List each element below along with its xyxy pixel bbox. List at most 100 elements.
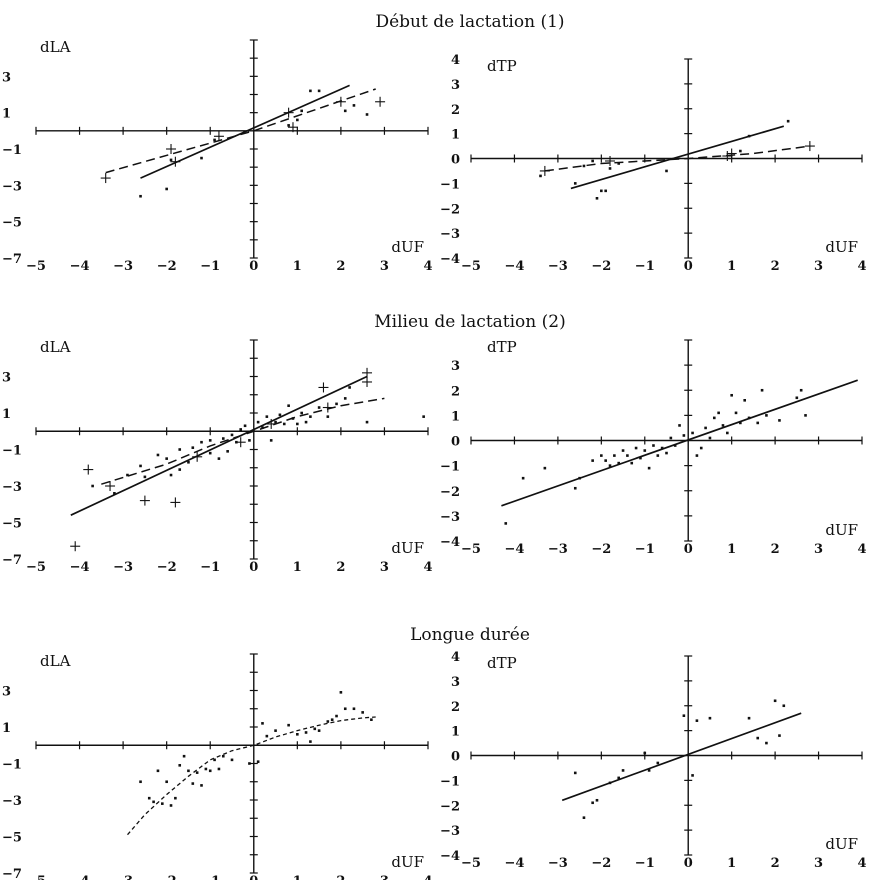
- dot-point: [604, 189, 607, 193]
- dot-point: [799, 388, 803, 392]
- dot-point: [656, 761, 660, 765]
- dot-point: [300, 411, 303, 415]
- x-tick-label: 2: [771, 259, 780, 274]
- plus-point: [100, 173, 111, 184]
- x-tick-label: −4: [504, 259, 524, 274]
- y-tick-label: 1: [2, 721, 11, 736]
- dot-point: [370, 718, 373, 721]
- dot-point: [543, 466, 547, 470]
- fit-line-dashed: [544, 145, 810, 172]
- x-tick-label: 3: [380, 874, 389, 880]
- x-tick-label: 2: [336, 874, 345, 880]
- dot-point: [278, 413, 282, 417]
- x-tick-label: −1: [635, 856, 655, 871]
- y-tick-label: 3: [2, 685, 11, 700]
- dot-point: [213, 758, 216, 762]
- dot-point: [147, 796, 151, 800]
- x-tick-label: −4: [504, 856, 524, 871]
- dot-point: [313, 727, 317, 731]
- dot-point: [248, 439, 251, 442]
- dot-point: [317, 89, 321, 93]
- x-tick-label: −2: [591, 856, 611, 871]
- dot-point: [195, 771, 199, 774]
- dot-point: [169, 473, 173, 477]
- dot-point: [256, 420, 260, 424]
- dot-point: [643, 449, 647, 452]
- fit-line-solid: [140, 84, 350, 179]
- dot-point: [582, 164, 586, 168]
- y-tick-label: −4: [440, 849, 460, 864]
- dot-point: [187, 460, 190, 464]
- dot-point: [161, 802, 164, 805]
- fit-line-dashed: [101, 397, 385, 485]
- dot-point: [335, 714, 338, 718]
- y-tick-label: 3: [451, 78, 460, 93]
- dot-point: [608, 464, 612, 467]
- x-tick-label: 1: [727, 259, 736, 274]
- plus-point: [605, 155, 616, 166]
- dot-point: [248, 762, 251, 765]
- plus-point: [166, 144, 177, 154]
- dot-point: [265, 734, 269, 738]
- dot-point: [660, 446, 664, 450]
- y-tick-label: −3: [2, 179, 22, 194]
- dot-point: [669, 436, 673, 440]
- dot-point: [156, 453, 160, 457]
- dot-point: [795, 396, 799, 400]
- x-tick-label: −5: [26, 259, 46, 274]
- dot-point: [617, 776, 621, 780]
- dot-point: [734, 411, 738, 415]
- y-tick-label: 3: [451, 675, 460, 690]
- plus-point: [70, 541, 81, 552]
- y-tick-label: −5: [2, 517, 22, 532]
- dot-point: [317, 406, 321, 409]
- x-tick-label: 0: [249, 259, 258, 274]
- dot-point: [208, 451, 212, 455]
- plus-point: [362, 376, 373, 387]
- dot-point: [300, 109, 303, 113]
- dot-point: [226, 450, 229, 453]
- dot-point: [287, 404, 290, 407]
- dot-point: [765, 741, 768, 745]
- x-axis-title: dUF: [825, 521, 858, 539]
- dot-point: [256, 760, 260, 763]
- dot-point: [200, 440, 203, 444]
- dot-point: [139, 780, 142, 784]
- y-tick-label: 0: [451, 153, 460, 168]
- dot-point: [204, 767, 208, 771]
- dot-point: [739, 149, 742, 153]
- dot-point: [621, 769, 625, 772]
- x-tick-label: −4: [504, 542, 524, 557]
- x-tick-label: 3: [814, 856, 823, 871]
- dot-point: [221, 754, 225, 758]
- dot-point: [152, 800, 155, 804]
- dot-point: [682, 714, 686, 717]
- x-tick-label: 0: [684, 856, 693, 871]
- x-tick-label: 0: [249, 874, 258, 880]
- dot-point: [747, 416, 751, 420]
- dot-point: [221, 437, 225, 440]
- dot-point: [309, 740, 312, 743]
- dot-point: [343, 397, 347, 400]
- x-tick-label: 0: [684, 542, 693, 557]
- x-tick-label: 3: [380, 259, 389, 274]
- x-tick-label: −2: [157, 874, 177, 880]
- fit-line-solid: [70, 375, 368, 516]
- dot-point: [139, 464, 142, 468]
- dot-point: [126, 473, 129, 477]
- plus-point: [170, 497, 181, 508]
- dot-point: [217, 767, 221, 771]
- x-tick-label: 3: [814, 542, 823, 557]
- x-tick-label: −4: [70, 259, 90, 274]
- dot-point: [708, 436, 712, 440]
- x-tick-label: 4: [423, 259, 432, 274]
- x-tick-label: 4: [857, 259, 866, 274]
- y-axis-title: dTP: [487, 57, 517, 75]
- y-tick-label: −5: [2, 831, 22, 846]
- dot-point: [296, 733, 299, 736]
- dot-point: [673, 444, 677, 447]
- dot-point: [578, 476, 581, 480]
- dot-point: [604, 459, 607, 462]
- dot-point: [261, 722, 264, 725]
- dot-point: [169, 804, 173, 807]
